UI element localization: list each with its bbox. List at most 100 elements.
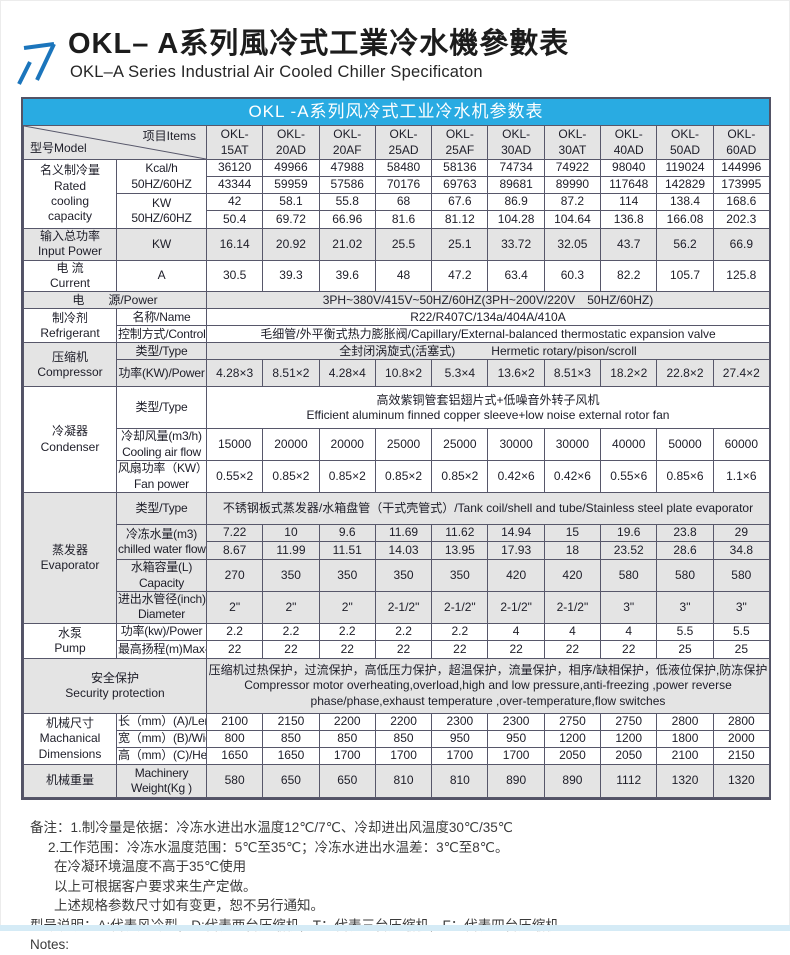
- value-cell: 21.02: [318, 228, 376, 261]
- value-cell: 不锈钢板式蒸发器/水箱盘管（干式壳管式）/Tank coil/shell and…: [206, 492, 770, 526]
- value-cell: 2800: [712, 712, 770, 731]
- value-cell: 117648: [600, 176, 658, 194]
- value-cell: 17.93: [487, 541, 545, 561]
- value-cell: 4.28×4: [318, 359, 376, 388]
- value-cell: 32.05: [543, 228, 602, 261]
- value-cell: 4: [543, 622, 602, 641]
- value-cell: 89681: [487, 176, 545, 194]
- spec-table-body: 型号Model 项目Items OKL- 15AT OKL- 20AD OKL- 20AF OK…: [23, 125, 770, 798]
- value-cell: 0.85×2: [431, 460, 489, 494]
- value-cell: 81.12: [431, 210, 489, 229]
- value-cell: 2750: [543, 712, 602, 731]
- value-cell: 350: [431, 559, 489, 592]
- value-cell: 毛细管/外平衡式热力膨胀阀/Capillary/External-balance…: [206, 325, 770, 344]
- value-cell: 20000: [318, 428, 376, 462]
- value-cell: 74734: [487, 159, 545, 177]
- value-cell: 350: [262, 559, 320, 592]
- value-cell: 3": [600, 590, 658, 624]
- value-cell: 850: [374, 729, 433, 748]
- value-cell: 2.2: [318, 622, 376, 641]
- row-label: 电 流 Current: [23, 259, 117, 293]
- value-cell: 22.8×2: [656, 359, 714, 388]
- value-cell: 2.2: [262, 622, 320, 641]
- value-cell: 58480: [374, 159, 433, 177]
- value-cell: 81.6: [374, 210, 433, 229]
- value-cell: 69763: [431, 176, 489, 194]
- value-cell: 7.22: [205, 524, 264, 543]
- value-cell: 22: [431, 639, 489, 659]
- value-cell: 8.67: [205, 541, 264, 561]
- value-cell: 66.9: [712, 228, 770, 261]
- value-cell: 50.4: [205, 210, 264, 229]
- value-cell: 63.4: [487, 259, 545, 293]
- note-line: 2.工作范围：冷冻水温度范围：5℃至35℃；冷冻水进出水温差：3℃至8℃。: [48, 839, 509, 855]
- value-cell: 1112: [600, 763, 658, 798]
- document-header: OKL– A系列風冷式工業冷水機參數表 OKL–A Series Industr…: [16, 28, 569, 86]
- value-cell: 59959: [262, 176, 320, 194]
- row-sublabel: 类型/Type: [116, 492, 207, 526]
- value-cell: 39.6: [318, 259, 376, 293]
- value-cell: 47988: [318, 159, 376, 177]
- value-cell: 2000: [712, 729, 770, 748]
- row-sublabel: Machinery Weight(Kg ): [116, 763, 207, 798]
- row-label: 水泵 Pump: [23, 622, 117, 659]
- row-label: 名义制冷量 Rated cooling capacity: [23, 159, 117, 229]
- value-cell: 173995: [712, 176, 770, 194]
- page: { "header": { "title_zh": "OKL– A系列風冷式工業…: [0, 28, 790, 952]
- value-cell: 810: [431, 763, 489, 798]
- value-cell: 2300: [431, 712, 489, 731]
- value-cell: 1800: [656, 729, 714, 748]
- value-cell: 5.5: [656, 622, 714, 641]
- value-cell: 2200: [318, 712, 376, 731]
- value-cell: 580: [205, 763, 264, 798]
- row-sublabel: 类型/Type: [116, 386, 207, 430]
- value-cell: 1700: [318, 746, 376, 765]
- model-header: OKL- 20AD: [262, 125, 320, 160]
- model-header: OKL- 40AD: [600, 125, 658, 160]
- value-cell: 33.72: [487, 228, 545, 261]
- value-cell: 0.55×6: [600, 460, 658, 494]
- value-cell: 82.2: [600, 259, 658, 293]
- value-cell: 67.6: [431, 193, 489, 211]
- row-label: 制冷剂 Refrigerant: [23, 308, 117, 344]
- value-cell: 55.8: [318, 193, 376, 211]
- value-cell: 8.51×2: [262, 359, 320, 388]
- value-cell: 18.2×2: [600, 359, 658, 388]
- row-sublabel: 类型/Type: [116, 342, 207, 361]
- value-cell: 10.8×2: [374, 359, 433, 388]
- value-cell: 2800: [656, 712, 714, 731]
- value-cell: 2300: [487, 712, 545, 731]
- value-cell: 86.9: [487, 193, 545, 211]
- value-cell: 1650: [262, 746, 320, 765]
- value-cell: 4.28×3: [205, 359, 264, 388]
- value-cell: 166.08: [656, 210, 714, 229]
- value-cell: 168.6: [712, 193, 770, 211]
- value-cell: 27.4×2: [712, 359, 770, 388]
- value-cell: 650: [262, 763, 320, 798]
- value-cell: 50000: [656, 428, 714, 462]
- value-cell: 104.64: [543, 210, 602, 229]
- value-cell: 42: [205, 193, 264, 211]
- value-cell: 22: [262, 639, 320, 659]
- value-cell: 43344: [205, 176, 264, 194]
- value-cell: 23.8: [656, 524, 714, 543]
- value-cell: 47.2: [431, 259, 489, 293]
- value-cell: 0.55×2: [205, 460, 264, 494]
- value-cell: 2750: [600, 712, 658, 731]
- value-cell: 98040: [600, 159, 658, 177]
- value-cell: R22/R407C/134a/404A/410A: [206, 308, 770, 327]
- value-cell: 22: [487, 639, 545, 659]
- value-cell: 66.96: [318, 210, 376, 229]
- value-cell: 420: [543, 559, 602, 592]
- corner-cell: 型号Model 项目Items: [23, 125, 207, 160]
- value-cell: 105.7: [656, 259, 714, 293]
- value-cell: 350: [318, 559, 376, 592]
- value-cell: 34.8: [712, 541, 770, 561]
- value-cell: 1650: [205, 746, 264, 765]
- value-cell: 2200: [374, 712, 433, 731]
- value-cell: 350: [374, 559, 433, 592]
- value-cell: 1700: [431, 746, 489, 765]
- row-sublabel: 最高扬程(m)Max-lift: [116, 639, 207, 659]
- row-label: 安全保护 Security protection: [23, 657, 207, 714]
- value-cell: 高效紫铜管套铝翅片式+低噪音外转子风机 Efficient aluminum fi…: [206, 386, 770, 430]
